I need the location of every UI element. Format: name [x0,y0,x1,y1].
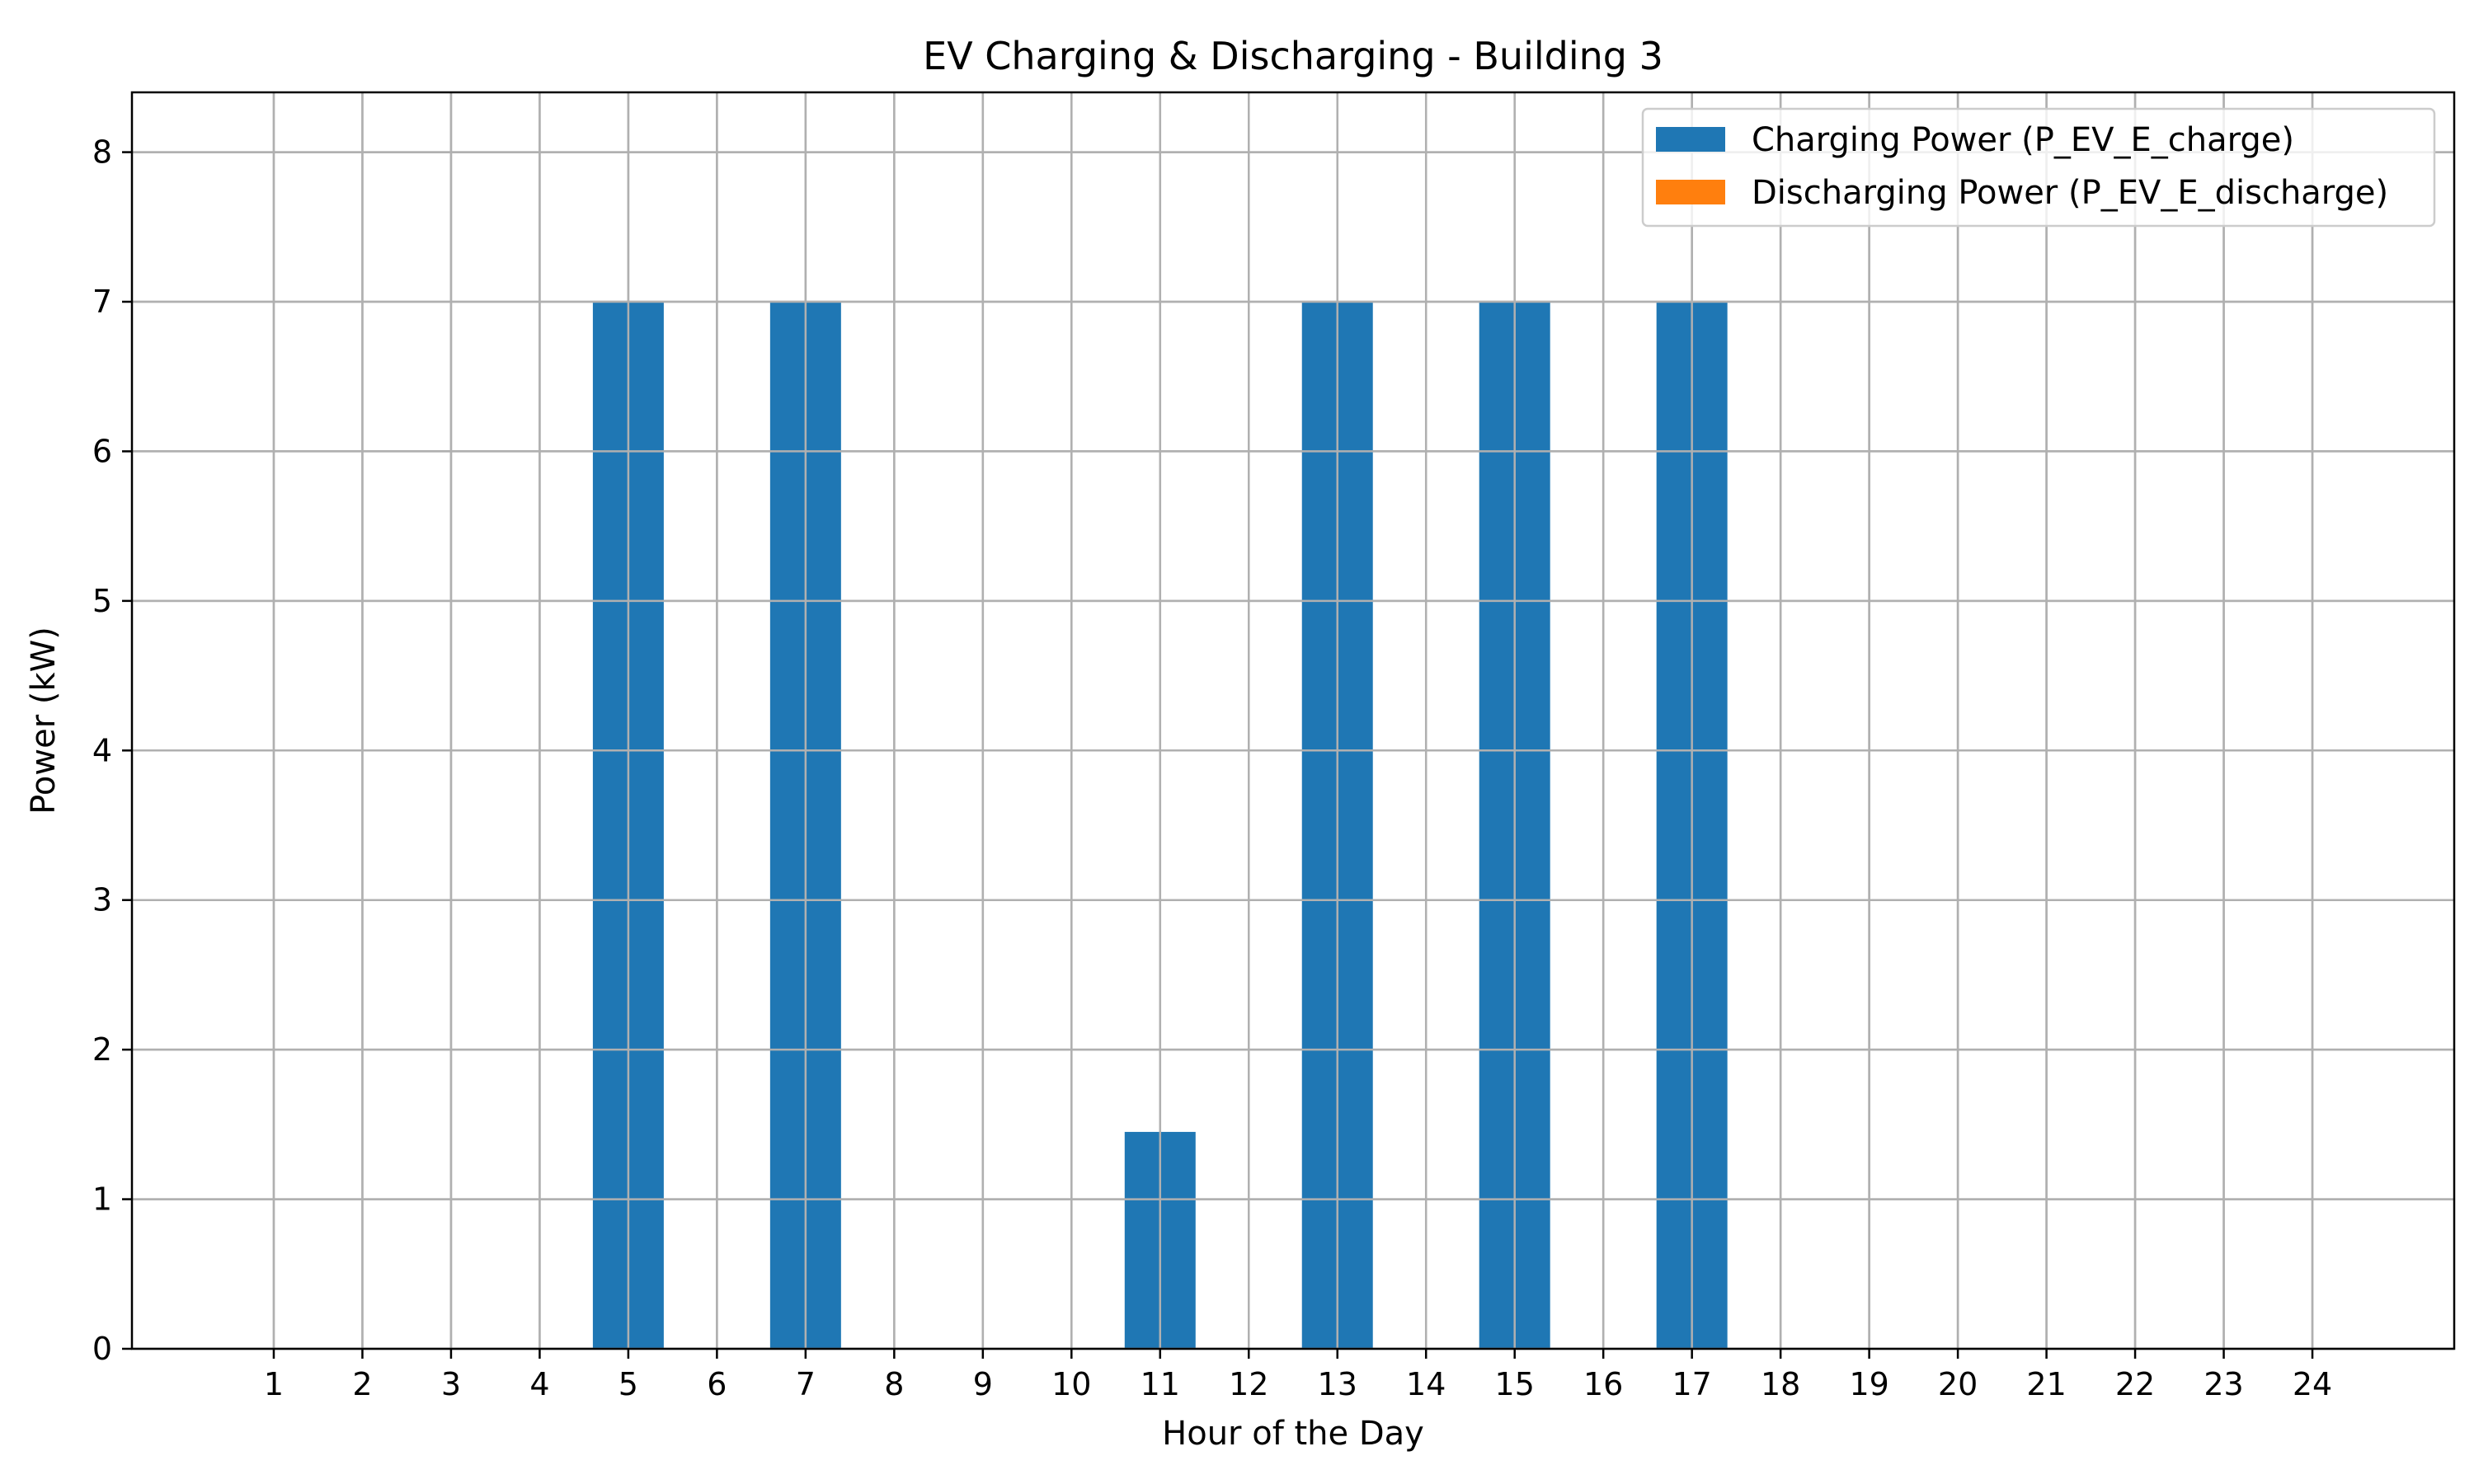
x-tick-label: 2 [352,1366,372,1402]
x-tick-label: 4 [529,1366,549,1402]
x-tick-label: 14 [1406,1366,1446,1402]
x-tick-label: 22 [2115,1366,2155,1402]
x-tick-label: 17 [1672,1366,1711,1402]
x-tick-label: 10 [1051,1366,1091,1402]
x-tick-label: 3 [441,1366,461,1402]
legend-swatch-discharging [1656,180,1725,204]
x-tick-label: 16 [1583,1366,1623,1402]
x-tick-label: 19 [1849,1366,1888,1402]
x-tick-label: 9 [973,1366,993,1402]
legend-label-discharging: Discharging Power (P_EV_E_discharge) [1752,174,2388,212]
x-tick-label: 12 [1229,1366,1268,1402]
x-tick-label: 21 [2026,1366,2066,1402]
y-tick-label: 4 [92,732,112,768]
y-axis-ticks: 0 1 2 3 4 5 6 7 8 [92,134,132,1367]
chart-title: EV Charging & Discharging - Building 3 [923,34,1663,78]
legend-swatch-charging [1656,127,1725,152]
x-tick-label: 6 [707,1366,727,1402]
legend: Charging Power (P_EV_E_charge) Dischargi… [1641,107,2436,228]
x-tick-label: 24 [2293,1366,2332,1402]
legend-label-charging: Charging Power (P_EV_E_charge) [1752,121,2294,159]
x-axis-label: Hour of the Day [1162,1415,1424,1453]
x-axis-ticks: 1 2 3 4 5 6 7 8 9 10 11 12 13 14 15 16 17 18 19 20 21 22 23 24 [264,1349,2332,1402]
y-tick-label: 7 [92,284,112,320]
y-tick-label: 3 [92,882,112,918]
x-tick-label: 1 [264,1366,284,1402]
x-tick-label: 5 [618,1366,638,1402]
y-tick-label: 6 [92,433,112,469]
y-tick-label: 1 [92,1181,112,1218]
y-tick-label: 8 [92,134,112,171]
x-tick-label: 23 [2204,1366,2243,1402]
legend-box [1641,107,2436,228]
x-tick-label: 11 [1141,1366,1180,1402]
x-tick-label: 20 [1938,1366,1978,1402]
y-tick-label: 0 [92,1331,112,1367]
x-tick-label: 18 [1761,1366,1800,1402]
bar-layer [132,92,2454,1350]
y-axis-label: Power (kW) [25,627,63,815]
y-tick-label: 2 [92,1031,112,1068]
x-tick-label: 15 [1495,1366,1535,1402]
x-tick-label: 7 [796,1366,816,1402]
x-tick-label: 13 [1318,1366,1357,1402]
plot-frame [130,91,2456,1350]
x-tick-label: 8 [884,1366,904,1402]
y-tick-label: 5 [92,583,112,619]
